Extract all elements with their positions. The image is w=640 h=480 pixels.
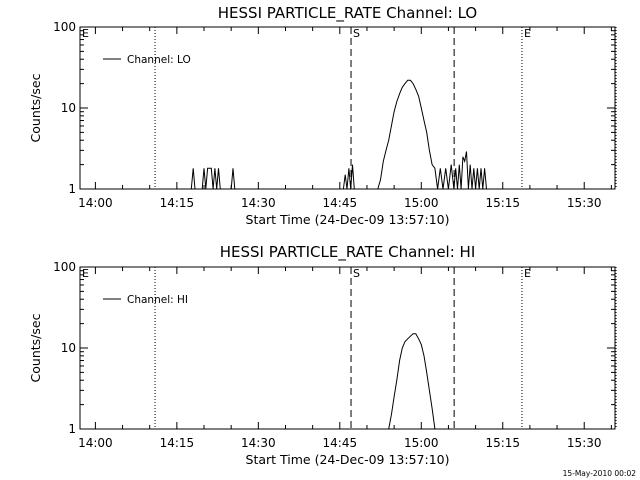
plot-frame: [79, 266, 616, 430]
series-line: [342, 164, 355, 190]
marker-label: S: [353, 267, 360, 280]
x-tick-label: 14:00: [78, 196, 113, 210]
x-tick-label: 14:15: [160, 436, 195, 450]
x-tick-label: 15:00: [404, 436, 439, 450]
marker-label: E: [524, 267, 531, 280]
series-line: [388, 333, 436, 430]
marker-label: E: [524, 27, 531, 40]
marker-label: S: [353, 27, 360, 40]
series-line: [190, 168, 197, 190]
series-line: [201, 167, 221, 190]
series-line: [377, 79, 498, 190]
x-tick-label: 14:45: [323, 436, 358, 450]
x-axis-label: Start Time (24-Dec-09 13:57:10): [246, 452, 450, 467]
x-tick-label: 15:30: [567, 436, 602, 450]
x-tick-label: 14:00: [78, 436, 113, 450]
y-tick-label: 100: [53, 20, 76, 34]
x-tick-label: 15:30: [567, 196, 602, 210]
timestamp-label: 15-May-2010 00:02: [562, 469, 636, 478]
chart-panel-1: HESSI PARTICLE_RATE Channel: HIE S E14:00 1…: [28, 243, 617, 467]
chart-title: HESSI PARTICLE_RATE Channel: LO: [218, 4, 477, 23]
x-tick-label: 15:00: [404, 196, 439, 210]
y-tick-label: 10: [61, 341, 76, 355]
y-tick-label: 10: [61, 101, 76, 115]
x-tick-label: 14:45: [323, 196, 358, 210]
x-tick-label: 14:15: [160, 196, 195, 210]
marker-label: E: [82, 267, 89, 280]
y-tick-label: 100: [53, 260, 76, 274]
plot-frame: [79, 26, 616, 190]
y-tick-label: 1: [68, 182, 76, 196]
y-axis-label: Counts/sec: [28, 73, 43, 142]
chart-panel-0: HESSI PARTICLE_RATE Channel: LOE S E14:00 1…: [28, 4, 617, 227]
x-tick-label: 14:30: [241, 196, 276, 210]
x-axis-label: Start Time (24-Dec-09 13:57:10): [246, 212, 450, 227]
y-tick-label: 1: [68, 422, 76, 436]
x-tick-label: 15:15: [485, 196, 520, 210]
legend-label: Channel: LO: [127, 54, 191, 66]
series-line: [230, 168, 236, 190]
marker-label: E: [82, 27, 89, 40]
x-tick-label: 15:15: [485, 436, 520, 450]
y-axis-label: Counts/sec: [28, 313, 43, 382]
legend-label: Channel: HI: [127, 294, 188, 306]
chart-title: HESSI PARTICLE_RATE Channel: HI: [220, 243, 476, 262]
x-tick-label: 14:30: [241, 436, 276, 450]
